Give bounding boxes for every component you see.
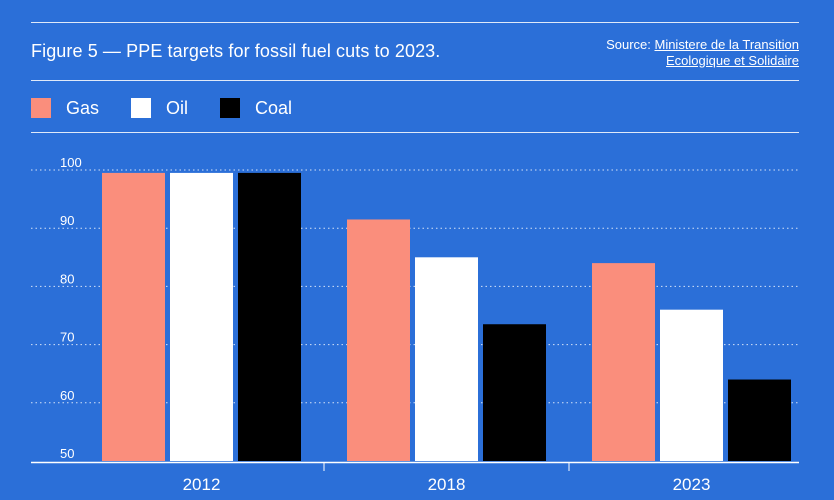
chart-title: Figure 5 — PPE targets for fossil fuel c…: [31, 41, 441, 61]
x-tick-label: 2012: [183, 475, 221, 494]
bar-coal-2018: [483, 324, 546, 461]
y-tick-label: 50: [60, 446, 74, 461]
bar-gas-2018: [347, 219, 410, 461]
top-rule: [31, 22, 799, 23]
x-tick-label: 2018: [428, 475, 466, 494]
source-link-line1[interactable]: Ministere de la Transition: [654, 37, 799, 52]
legend-swatch-coal: [220, 98, 241, 118]
header-rule: [31, 80, 799, 81]
legend-label-oil: Oil: [166, 97, 189, 118]
bar-gas-2012: [102, 172, 165, 461]
legend-swatch-oil: [131, 98, 152, 118]
bar-gas-2023: [592, 263, 655, 461]
legend-item-oil: Oil: [131, 98, 188, 119]
bar-oil-2012: [170, 172, 233, 461]
legend-item-gas: Gas: [31, 98, 99, 119]
bar-oil-2023: [660, 309, 723, 461]
legend-swatch-gas: [31, 98, 51, 118]
y-tick-label: 80: [60, 271, 74, 286]
y-tick-label: 60: [60, 388, 74, 403]
bar-coal-2023: [728, 379, 791, 461]
x-tick-label: 2023: [673, 475, 711, 494]
legend-rule: [31, 132, 799, 133]
source-note: Source: Ministere de la Transition Ecolo…: [606, 37, 799, 69]
source-prefix: Source:: [606, 37, 655, 52]
y-tick-label: 90: [60, 213, 74, 228]
bar-coal-2012: [238, 172, 301, 461]
source-link-line2[interactable]: Ecologique et Solidaire: [666, 53, 799, 68]
legend-label-gas: Gas: [66, 97, 100, 118]
bar-oil-2018: [415, 257, 478, 461]
y-tick-label: 100: [60, 155, 82, 170]
y-tick-label: 70: [60, 330, 74, 345]
legend-label-coal: Coal: [255, 97, 293, 118]
legend: Gas Oil Coal: [31, 95, 324, 121]
legend-item-coal: Coal: [220, 98, 292, 119]
